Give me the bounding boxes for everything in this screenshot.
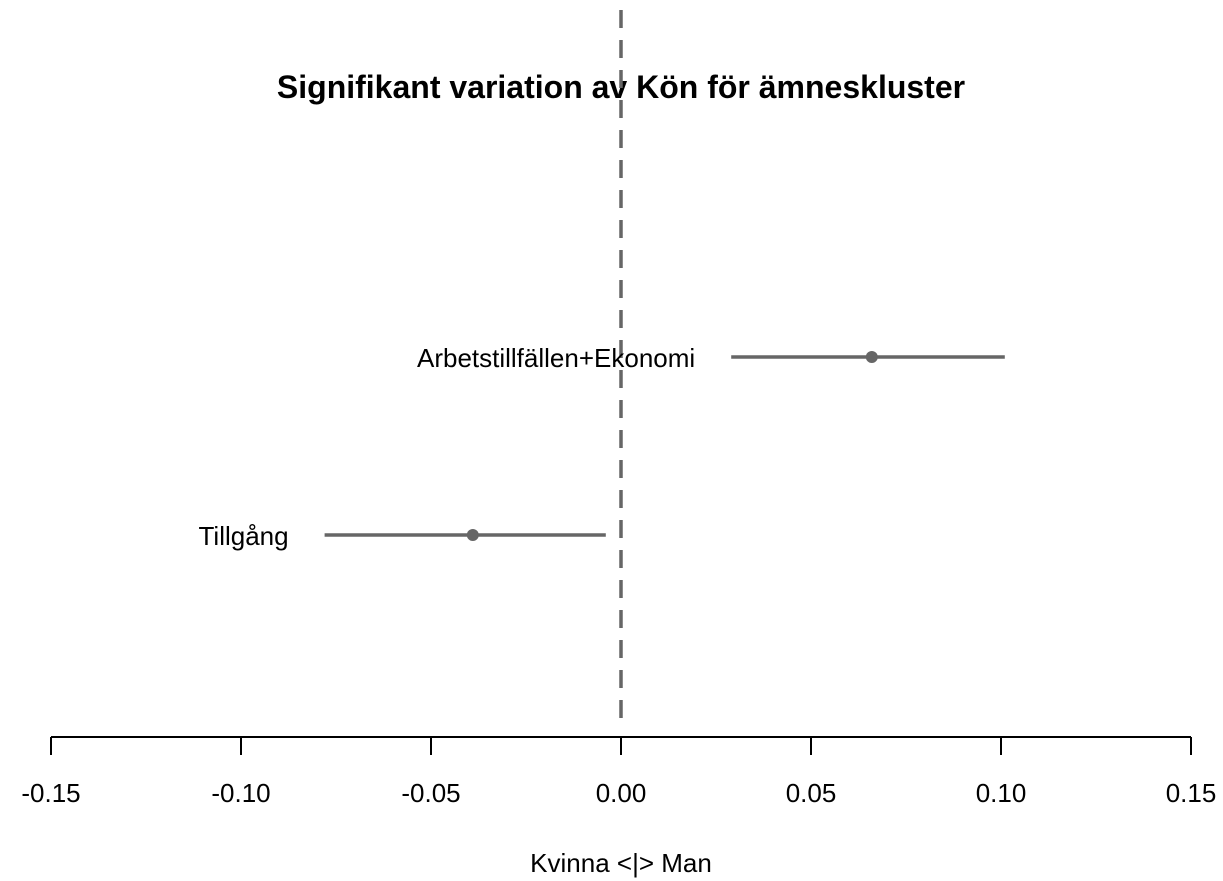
row-label: Tillgång: [199, 521, 289, 551]
row-label: Arbetstillfällen+Ekonomi: [417, 343, 695, 373]
x-tick-label: 0.05: [786, 778, 837, 808]
x-tick-label: -0.15: [21, 778, 80, 808]
x-tick-label: 0.00: [596, 778, 647, 808]
estimate-row: Tillgång: [199, 521, 606, 551]
estimate-point: [466, 529, 479, 541]
x-tick-label: -0.05: [401, 778, 460, 808]
x-axis-ticks: -0.15 -0.10 -0.05 0.00 0.05 0.10 0.15: [21, 737, 1216, 808]
estimate-rows: Arbetstillfällen+Ekonomi Tillgång: [199, 343, 1005, 551]
estimate-row: Arbetstillfällen+Ekonomi: [417, 343, 1005, 373]
estimate-point: [865, 351, 878, 363]
x-tick-label: 0.15: [1166, 778, 1217, 808]
x-tick-label: 0.10: [976, 778, 1027, 808]
x-axis-label: Kvinna <|> Man: [530, 848, 712, 878]
x-tick-label: -0.10: [211, 778, 270, 808]
